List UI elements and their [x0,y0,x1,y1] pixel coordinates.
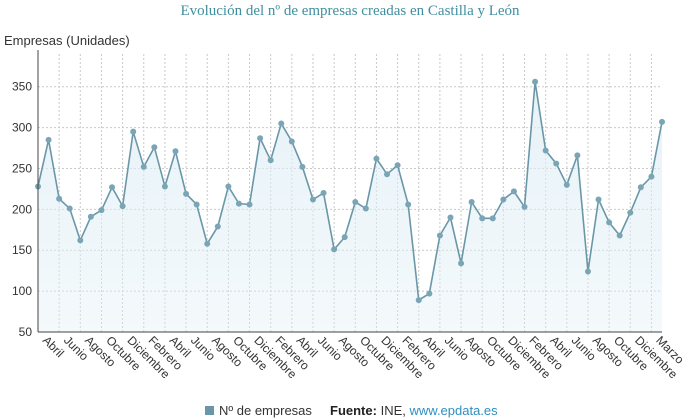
data-point[interactable] [521,203,528,210]
data-point[interactable] [246,201,253,208]
data-point[interactable] [489,215,496,222]
data-point[interactable] [426,290,433,297]
data-point[interactable] [183,190,190,197]
source-text: INE, [380,403,406,418]
data-point[interactable] [606,219,613,226]
data-point[interactable] [574,152,581,159]
data-point[interactable] [66,205,73,212]
data-point[interactable] [648,173,655,180]
y-tick-label: 300 [12,121,32,135]
series-area [38,81,662,332]
data-point[interactable] [109,184,116,191]
data-point[interactable] [627,209,634,216]
data-point[interactable] [225,183,232,190]
chart-title: Evolución del nº de empresas creadas en … [180,3,520,19]
data-point[interactable] [299,163,306,170]
y-tick-label: 250 [12,161,32,175]
y-tick-label: 50 [19,325,33,339]
data-point[interactable] [362,205,369,212]
data-point[interactable] [267,157,274,164]
y-axis-label: Empresas (Unidades) [4,33,130,48]
data-point[interactable] [320,190,327,196]
data-point[interactable] [331,246,338,253]
data-point[interactable] [257,135,264,142]
y-tick-label: 200 [12,202,32,216]
data-point[interactable] [659,118,665,125]
data-point[interactable] [479,215,486,222]
source-link[interactable]: www.epdata.es [409,403,498,418]
data-point[interactable] [130,128,137,135]
data-point[interactable] [214,223,221,230]
data-point[interactable] [140,163,147,170]
data-point[interactable] [394,162,401,169]
y-tick-label: 100 [12,284,32,298]
data-point[interactable] [500,196,507,203]
data-point[interactable] [436,232,443,239]
data-point[interactable] [161,183,168,190]
data-point[interactable] [373,155,380,162]
data-point[interactable] [584,268,591,275]
data-point[interactable] [151,144,158,151]
data-point[interactable] [119,203,126,210]
data-point[interactable] [405,201,412,208]
data-point[interactable] [595,196,602,203]
data-point[interactable] [447,214,454,221]
data-point[interactable] [341,234,348,241]
data-point[interactable] [77,237,84,244]
data-point[interactable] [193,201,200,208]
data-point[interactable] [87,213,94,220]
data-point[interactable] [288,138,295,145]
source-label: Fuente: [330,403,377,418]
data-point[interactable] [278,120,285,127]
data-point[interactable] [468,198,475,205]
data-point[interactable] [637,184,644,191]
data-point[interactable] [98,207,105,214]
data-point[interactable] [510,188,517,195]
series-line [37,81,663,302]
data-point[interactable] [415,297,422,304]
legend-swatch [205,406,214,415]
data-point[interactable] [352,198,359,205]
data-point[interactable] [563,181,570,188]
data-point[interactable] [616,232,623,239]
data-point[interactable] [172,148,179,155]
legend-label: Nº de empresas [219,403,312,418]
y-tick-label: 150 [12,243,32,257]
data-point[interactable] [532,78,539,85]
data-point[interactable] [204,240,211,247]
source-note: Fuente: INE, www.epdata.es [330,403,498,418]
x-tick-label: Abril [40,333,67,360]
data-point[interactable] [458,260,465,267]
data-point[interactable] [384,171,391,178]
data-point[interactable] [45,136,52,143]
y-tick-label: 350 [12,80,32,94]
data-point[interactable] [553,160,560,167]
legend: Nº de empresas [205,403,312,418]
data-point[interactable] [542,147,549,154]
data-point[interactable] [56,195,63,202]
data-point[interactable] [309,196,316,203]
data-point[interactable] [235,200,242,207]
